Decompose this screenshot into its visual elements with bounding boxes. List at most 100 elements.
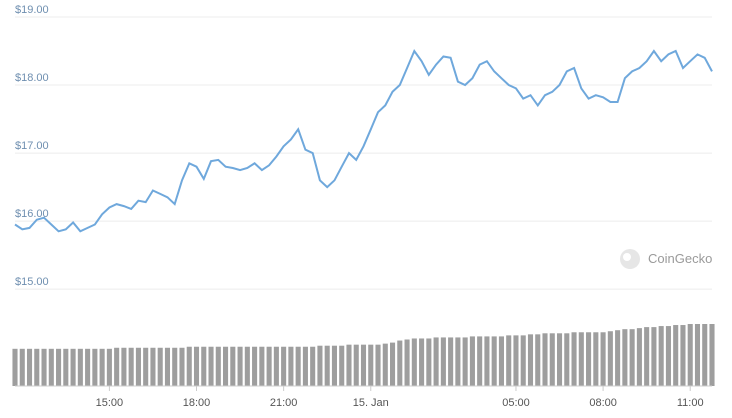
volume-bar	[19, 348, 25, 386]
volume-bar	[556, 333, 563, 386]
volume-bar	[143, 347, 149, 386]
volume-bar	[419, 338, 425, 386]
volume-bar	[208, 346, 214, 386]
volume-bar	[193, 346, 200, 386]
volume-bar	[331, 345, 337, 386]
volume-bar	[179, 347, 185, 386]
x-tick-label: 15:00	[96, 397, 124, 409]
volume-bar	[411, 338, 417, 386]
x-tick-label: 08:00	[589, 397, 617, 409]
volume-bar	[644, 327, 650, 386]
volume-bar	[273, 346, 279, 386]
volume-bar	[346, 344, 352, 386]
volume-bar	[433, 337, 439, 386]
volume-bar	[397, 340, 403, 386]
volume-bar	[215, 346, 221, 386]
volume-bar	[77, 348, 83, 386]
volume-bar	[48, 348, 54, 386]
logo-icon-eye	[623, 253, 631, 261]
volume-bar	[186, 346, 192, 386]
volume-bar	[535, 334, 541, 386]
x-tick-label: 21:00	[270, 397, 298, 409]
volume-bar	[12, 348, 18, 386]
volume-bar	[658, 326, 664, 386]
volume-bar	[665, 326, 671, 386]
volume-bar	[593, 332, 599, 386]
volume-bar	[56, 348, 62, 386]
volume-bar	[571, 332, 577, 386]
volume-bar	[244, 346, 250, 386]
volume-bar	[63, 348, 69, 386]
volume-bar	[629, 329, 635, 386]
y-tick-label: $16.00	[15, 208, 49, 220]
volume-bar	[448, 337, 454, 386]
price-line	[14, 48, 713, 233]
volume-bar	[578, 332, 584, 386]
volume-bar	[390, 342, 396, 386]
volume-bar	[106, 348, 112, 386]
y-tick-label: $19.00	[15, 4, 49, 16]
volume-bar	[121, 347, 127, 386]
volume-bar	[128, 347, 134, 386]
volume-bar	[237, 346, 243, 386]
y-tick-label: $15.00	[15, 276, 49, 288]
volume-bar	[382, 343, 388, 386]
y-tick-label: $17.00	[15, 140, 49, 152]
volume-bar	[586, 332, 592, 386]
volume-bar	[404, 339, 410, 386]
volume-bar	[673, 325, 679, 386]
volume-bar	[687, 324, 693, 386]
volume-bar	[542, 333, 548, 386]
volume-bar	[564, 333, 570, 386]
volume-bar	[324, 345, 330, 386]
volume-bar	[310, 346, 316, 386]
volume-bar	[41, 348, 47, 386]
volume-bar	[368, 344, 374, 386]
volume-bar	[252, 346, 258, 386]
volume-bar	[440, 337, 446, 386]
volume-bar	[99, 348, 105, 386]
volume-bar	[85, 348, 91, 386]
volume-bar	[295, 346, 301, 386]
volume-bar	[70, 348, 76, 386]
y-tick-label: $18.00	[15, 72, 49, 84]
volume-bar	[520, 335, 526, 386]
x-tick-label: 11:00	[677, 397, 704, 409]
volume-bar	[339, 345, 345, 386]
volume-bar	[484, 336, 490, 386]
volume-bar	[622, 329, 628, 386]
volume-bar	[164, 347, 171, 386]
volume-bar	[527, 334, 534, 386]
volume-bar	[34, 348, 40, 386]
volume-bar	[600, 332, 606, 386]
volume-bar	[455, 337, 461, 386]
volume-bar	[26, 348, 33, 386]
volume-bar	[317, 345, 323, 386]
volume-bar	[702, 324, 708, 386]
volume-bar	[607, 331, 613, 386]
volume-bar	[636, 328, 642, 386]
volume-bar	[498, 336, 504, 386]
volume-bar	[462, 337, 468, 386]
volume-bar	[491, 336, 497, 386]
volume-bar	[150, 347, 156, 386]
volume-bar	[288, 346, 294, 386]
volume-bar	[157, 347, 163, 386]
volume-bar	[353, 344, 359, 386]
x-tick-label: 18:00	[183, 397, 211, 409]
volume-bar	[223, 346, 229, 386]
volume-bar	[92, 348, 98, 386]
volume-bar	[426, 338, 432, 386]
plot: $15.00 $16.00 $17.00 $18.00 $19.00 15:00 18:00…	[12, 4, 715, 409]
volume-bar	[549, 333, 555, 386]
volume-bar	[694, 324, 701, 386]
volume-bar	[469, 336, 475, 386]
volume-bar	[680, 325, 686, 386]
volume-bar	[375, 344, 381, 386]
volume-bar	[302, 346, 308, 386]
volume-bar	[477, 336, 483, 386]
volume-bar	[506, 335, 512, 386]
volume-bar	[513, 335, 519, 386]
volume-bar	[230, 346, 236, 386]
